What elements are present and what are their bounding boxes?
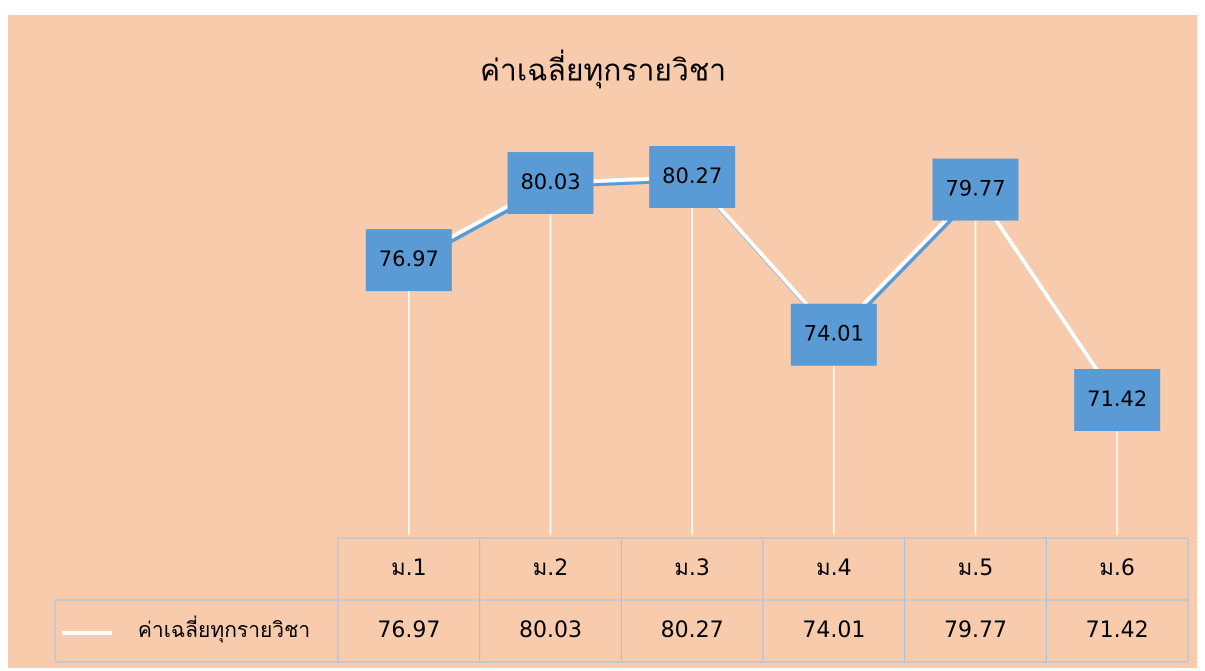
legend-label: ค่าเฉลี่ยทุกรายวิชา [138, 615, 310, 643]
data-label: 79.77 [945, 177, 1005, 201]
data-label: 74.01 [804, 322, 864, 346]
table-category: ม.2 [533, 556, 569, 581]
table-value: 74.01 [802, 618, 865, 643]
data-label-box [365, 229, 452, 292]
data-label-box [790, 303, 877, 366]
chart-area [8, 15, 1197, 668]
table-category: ม.3 [674, 556, 710, 581]
data-label-box [649, 146, 736, 208]
table-value: 76.97 [377, 618, 440, 643]
table-value: 71.42 [1086, 618, 1149, 643]
chart-title: ค่าเฉลี่ยทุกรายวิชา [480, 50, 726, 90]
table-category: ม.4 [816, 556, 852, 581]
table-category: ม.6 [1099, 556, 1135, 581]
table-value: 80.27 [661, 618, 724, 643]
data-label-box [1074, 369, 1161, 431]
table-value: 80.03 [519, 618, 582, 643]
table-category: ม.1 [391, 556, 427, 581]
table-category: ม.5 [958, 556, 994, 581]
data-label-box [507, 152, 594, 215]
data-label: 76.97 [379, 247, 439, 271]
data-label-box [932, 158, 1019, 221]
table-value: 79.77 [944, 618, 1007, 643]
data-label: 80.27 [662, 164, 722, 188]
data-label: 71.42 [1087, 387, 1147, 411]
data-label: 80.03 [520, 170, 580, 194]
